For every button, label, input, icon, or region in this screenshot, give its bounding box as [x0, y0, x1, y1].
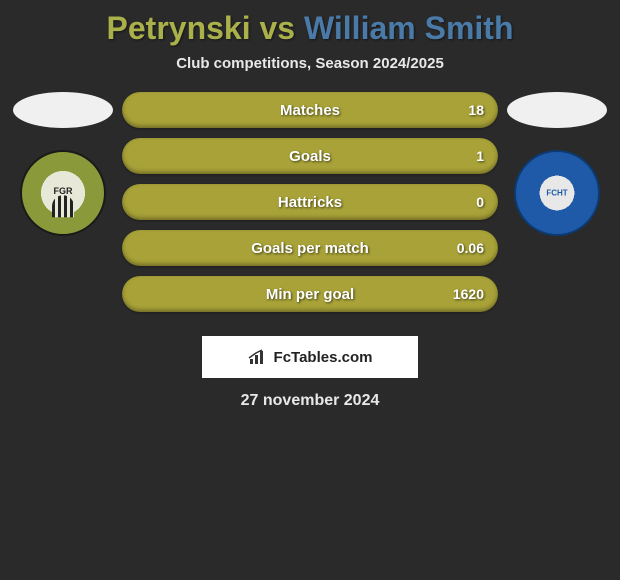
- player-1-club-badge: [20, 150, 106, 236]
- right-player-column: [502, 92, 612, 236]
- stat-value-right: 0.06: [457, 240, 484, 256]
- branding-box: FcTables.com: [202, 336, 418, 378]
- stat-value-right: 18: [468, 102, 484, 118]
- vs-separator: vs: [251, 10, 304, 46]
- player-2-club-badge: [514, 150, 600, 236]
- stat-bar: Matches 18: [122, 92, 498, 128]
- stat-label: Goals per match: [251, 240, 369, 257]
- stat-label: Goals: [289, 148, 331, 165]
- comparison-body: Matches 18 Goals 1 Hattricks 0 Goals per match…: [0, 92, 620, 322]
- player-1-photo-placeholder: [13, 92, 113, 128]
- player-2-name: William Smith: [304, 10, 514, 46]
- stat-label: Hattricks: [278, 194, 342, 211]
- stat-value-right: 1: [476, 148, 484, 164]
- left-player-column: [8, 92, 118, 236]
- stat-value-right: 0: [476, 194, 484, 210]
- branding-text: FcTables.com: [274, 349, 373, 366]
- stat-bar: Goals 1: [122, 138, 498, 174]
- comparison-title: Petrynski vs William Smith: [0, 0, 620, 47]
- stat-label: Min per goal: [266, 286, 354, 303]
- snapshot-date: 27 november 2024: [0, 392, 620, 410]
- player-1-name: Petrynski: [107, 10, 251, 46]
- stat-bar: Hattricks 0: [122, 184, 498, 220]
- stat-value-right: 1620: [453, 286, 484, 302]
- stat-bar: Min per goal 1620: [122, 276, 498, 312]
- stat-bar: Goals per match 0.06: [122, 230, 498, 266]
- competition-subtitle: Club competitions, Season 2024/2025: [0, 55, 620, 72]
- player-2-photo-placeholder: [507, 92, 607, 128]
- chart-icon: [248, 349, 268, 365]
- stat-bars-container: Matches 18 Goals 1 Hattricks 0 Goals per match…: [118, 92, 502, 322]
- stat-label: Matches: [280, 102, 340, 119]
